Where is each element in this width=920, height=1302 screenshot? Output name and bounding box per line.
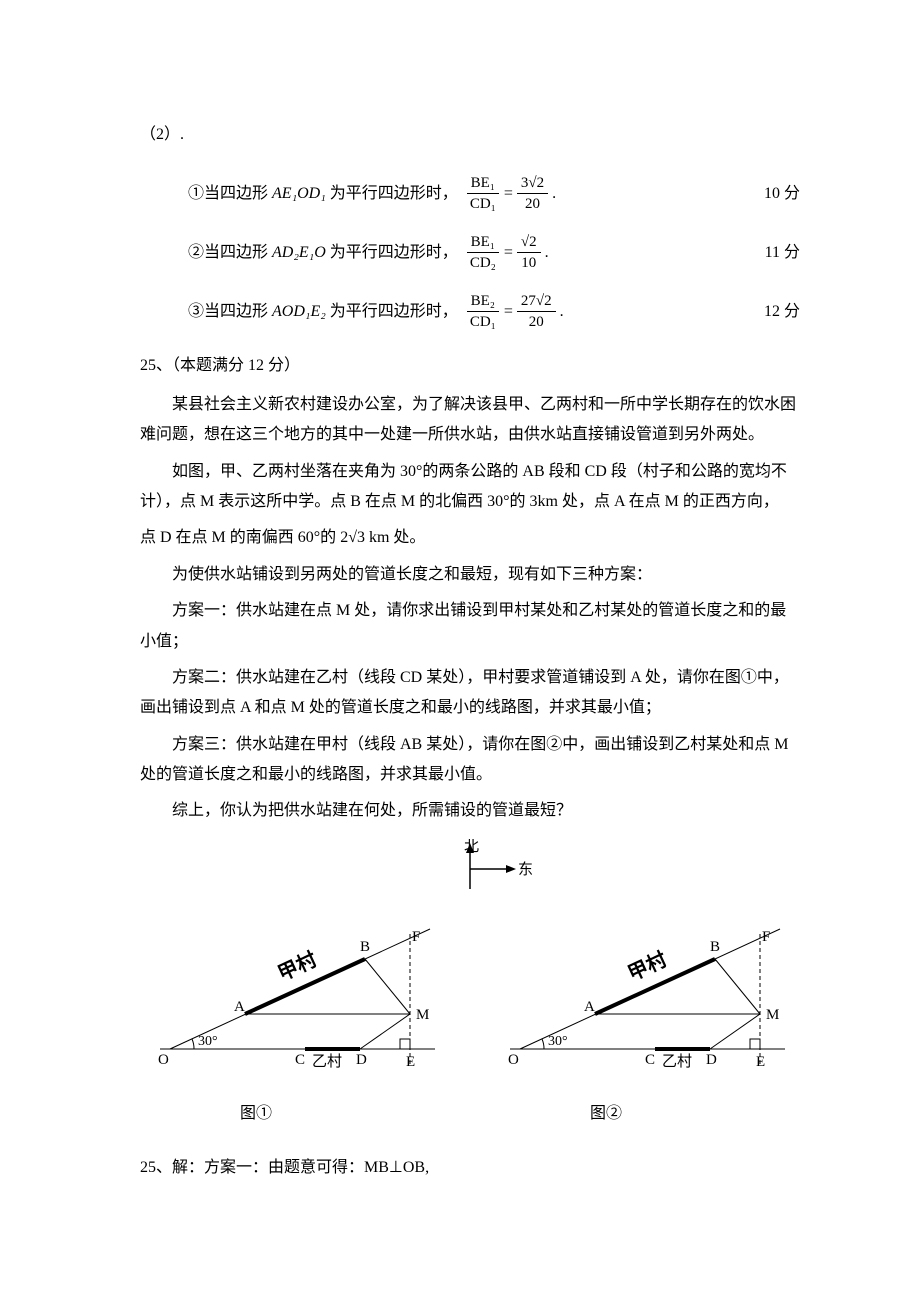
q25-p1: 某县社会主义新农村建设办公室，为了解决该县甲、乙两村和一所中学长期存在的饮水困难… bbox=[140, 390, 800, 451]
eq2-rden: 10 bbox=[517, 253, 540, 272]
eq2-math: BE₁CD₂ = √210 . bbox=[462, 233, 549, 272]
svg-text:E: E bbox=[406, 1054, 415, 1070]
eq3-prefix: ③当四边形 AOD₁E₂ 为平行四边形时， bbox=[188, 297, 458, 327]
fig2-label: 图② bbox=[500, 1099, 810, 1129]
figure-1: 30° 甲村 乙村 O A B F M C D E 图① bbox=[150, 889, 460, 1129]
svg-text:B: B bbox=[710, 939, 720, 955]
figure-2: 30° 甲村 乙村 O A B F M C D E 图② bbox=[500, 889, 810, 1129]
svg-text:O: O bbox=[508, 1052, 519, 1068]
eq3-rden: 20 bbox=[525, 312, 548, 331]
part-2-label: （2）. bbox=[140, 120, 800, 150]
svg-text:D: D bbox=[706, 1052, 717, 1068]
eq2-lnum: BE₁ bbox=[467, 233, 499, 253]
figures: 北 东 30° 甲村 bbox=[150, 839, 810, 1139]
equation-3: ③当四边形 AOD₁E₂ 为平行四边形时， BE₂CD₁ = 27√220 . … bbox=[188, 292, 800, 331]
eq2-score: 11 分 bbox=[765, 238, 800, 268]
eq2-rnum: √2 bbox=[517, 233, 541, 253]
eq2-mid: 为平行四边形时， bbox=[326, 244, 458, 261]
eq1-dot: . bbox=[552, 179, 556, 209]
eq1-rden: 20 bbox=[521, 194, 544, 213]
q25-p7: 综上，你认为把供水站建在何处，所需铺设的管道最短？ bbox=[140, 796, 800, 826]
svg-text:B: B bbox=[360, 939, 370, 955]
svg-text:M: M bbox=[766, 1007, 779, 1023]
eq1-score: 10 分 bbox=[764, 179, 800, 209]
svg-text:F: F bbox=[762, 929, 770, 945]
q25-p2b-math: 2√3 bbox=[340, 529, 365, 546]
svg-text:乙村: 乙村 bbox=[312, 1053, 342, 1070]
q25-p4: 方案一：供水站建在点 M 处，请你求出铺设到甲村某处和乙村某处的管道长度之和的最… bbox=[140, 596, 800, 657]
eq1-math: BE₁CD₁ = 3√220 . bbox=[462, 174, 556, 213]
q25-header: 25、（本题满分 12 分） bbox=[140, 351, 800, 381]
eq3-equals: = bbox=[504, 297, 513, 327]
q25-p2b-pre: 点 D 在点 M 的南偏西 60°的 bbox=[140, 529, 340, 546]
equation-1: ①当四边形 AE₁OD₁ 为平行四边形时， BE₁CD₁ = 3√220 . 1… bbox=[188, 174, 800, 213]
svg-text:30°: 30° bbox=[198, 1034, 218, 1049]
eq1-lden: CD₁ bbox=[466, 194, 500, 213]
svg-text:30°: 30° bbox=[548, 1034, 568, 1049]
q25-p3: 为使供水站铺设到另两处的管道长度之和最短，现有如下三种方案： bbox=[140, 560, 800, 590]
svg-text:甲村: 甲村 bbox=[624, 948, 670, 986]
q25-p2b-tail: km 处。 bbox=[365, 529, 425, 546]
eq2-quad: AD₂E₁O bbox=[272, 244, 326, 261]
q25-p2b: 点 D 在点 M 的南偏西 60°的 2√3 km 处。 bbox=[140, 523, 800, 553]
svg-text:甲村: 甲村 bbox=[274, 948, 320, 986]
eq2-prefix: ②当四边形 AD₂E₁O 为平行四边形时， bbox=[188, 238, 458, 268]
q25-solution: 25、解：方案一：由题意可得：MB⊥OB, bbox=[140, 1153, 800, 1183]
eq2-equals: = bbox=[504, 238, 513, 268]
svg-text:O: O bbox=[158, 1052, 169, 1068]
eq1-quad: AE₁OD₁ bbox=[272, 185, 326, 202]
q25-p2a: 如图，甲、乙两村坐落在夹角为 30°的两条公路的 AB 段和 CD 段（村子和公… bbox=[140, 457, 800, 518]
eq2-lden: CD₂ bbox=[466, 253, 500, 272]
equation-2: ②当四边形 AD₂E₁O 为平行四边形时， BE₁CD₂ = √210 . 11… bbox=[188, 233, 800, 272]
eq3-lnum: BE₂ bbox=[467, 292, 499, 312]
compass-north: 北 bbox=[464, 839, 479, 855]
eq3-math: BE₂CD₁ = 27√220 . bbox=[462, 292, 564, 331]
svg-text:A: A bbox=[234, 999, 245, 1015]
eq1-pre: ①当四边形 bbox=[188, 185, 272, 202]
eq1-prefix: ①当四边形 AE₁OD₁ 为平行四边形时， bbox=[188, 179, 458, 209]
eq1-rnum: 3√2 bbox=[517, 174, 548, 194]
svg-text:M: M bbox=[416, 1007, 429, 1023]
eq3-rnum: 27√2 bbox=[517, 292, 556, 312]
eq1-lnum: BE₁ bbox=[467, 174, 499, 194]
eq1-mid: 为平行四边形时， bbox=[326, 185, 458, 202]
svg-text:E: E bbox=[756, 1054, 765, 1070]
svg-text:A: A bbox=[584, 999, 595, 1015]
eq2-dot: . bbox=[545, 238, 549, 268]
q25-p6: 方案三：供水站建在甲村（线段 AB 某处），请你在图②中，画出铺设到乙村某处和点… bbox=[140, 730, 800, 791]
eq3-lden: CD₁ bbox=[466, 312, 500, 331]
svg-text:F: F bbox=[412, 929, 420, 945]
q25-p5: 方案二：供水站建在乙村（线段 CD 某处），甲村要求管道铺设到 A 处，请你在图… bbox=[140, 663, 800, 724]
eq1-equals: = bbox=[504, 179, 513, 209]
eq3-dot: . bbox=[560, 297, 564, 327]
fig1-label: 图① bbox=[150, 1099, 460, 1129]
eq3-score: 12 分 bbox=[764, 297, 800, 327]
eq3-mid: 为平行四边形时， bbox=[326, 303, 458, 320]
svg-text:乙村: 乙村 bbox=[662, 1053, 692, 1070]
eq3-quad: AOD₁E₂ bbox=[272, 303, 326, 320]
compass-east: 东 bbox=[518, 861, 533, 878]
svg-text:C: C bbox=[645, 1052, 655, 1068]
eq3-pre: ③当四边形 bbox=[188, 303, 272, 320]
eq2-pre: ②当四边形 bbox=[188, 244, 272, 261]
svg-text:D: D bbox=[356, 1052, 367, 1068]
svg-text:C: C bbox=[295, 1052, 305, 1068]
